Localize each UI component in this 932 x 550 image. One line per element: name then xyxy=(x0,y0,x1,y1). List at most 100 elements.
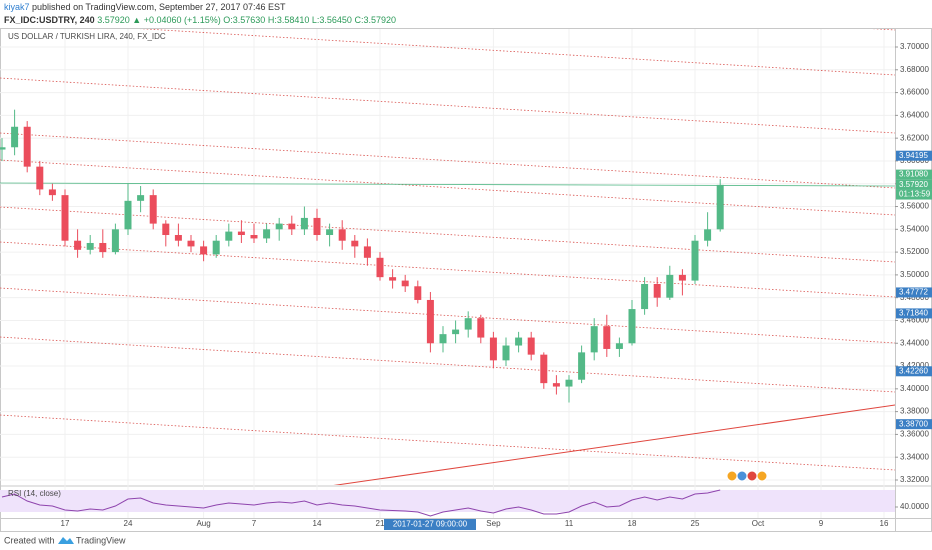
author[interactable]: kiyak7 xyxy=(4,2,30,12)
crosshair-badge xyxy=(384,519,476,530)
candle-body xyxy=(288,223,296,230)
candle-body xyxy=(376,257,384,278)
price-badge-label: 3.38700 xyxy=(899,419,928,428)
x-tick-label: 11 xyxy=(565,519,574,528)
price-badge-label: 3.47772 xyxy=(899,288,928,297)
price-badge xyxy=(896,169,932,180)
candle-body xyxy=(61,195,69,241)
price-badge-label: 3.57920 xyxy=(899,180,928,189)
rsi-title: RSI (14, close) xyxy=(8,489,61,498)
candle-body xyxy=(414,286,422,300)
candle-body xyxy=(74,240,82,250)
x-tick-label: 24 xyxy=(124,519,133,528)
y-tick-label: 3.56000 xyxy=(900,202,929,211)
candle-body xyxy=(212,240,220,255)
candle-body xyxy=(489,337,497,361)
candle-body xyxy=(237,231,245,236)
symbol-line: FX_IDC:USDTRY, 240 3.57920 ▲ +0.04060 (+… xyxy=(4,15,396,25)
y-tick-label: 3.66000 xyxy=(900,88,929,97)
published: published on TradingView.com, September … xyxy=(32,2,286,12)
rsi-tick-label: 40.0000 xyxy=(900,502,929,511)
candle-body xyxy=(401,280,409,287)
y-tick-label: 3.36000 xyxy=(900,430,929,439)
channel-line xyxy=(0,287,895,344)
candle-body xyxy=(603,326,611,349)
event-icon[interactable] xyxy=(746,470,758,482)
candle-body xyxy=(716,184,724,230)
candle-body xyxy=(275,223,283,230)
event-icon[interactable] xyxy=(756,470,768,482)
candle-body xyxy=(313,217,321,236)
channel-line xyxy=(0,336,895,393)
y-tick-label: 3.40000 xyxy=(900,384,929,393)
trend-line xyxy=(333,404,895,485)
footer: Created with TradingView xyxy=(4,535,126,545)
candle-body xyxy=(99,242,107,253)
candle-body xyxy=(174,235,182,241)
rsi-band xyxy=(0,490,895,512)
open: O:3.57630 xyxy=(223,15,265,25)
candle-body xyxy=(36,166,44,190)
candle-body xyxy=(11,126,19,148)
candle-body xyxy=(149,195,157,224)
channel-line xyxy=(0,132,895,189)
x-tick-label: 14 xyxy=(313,519,322,528)
candle-body xyxy=(124,200,132,230)
x-tick-label: Aug xyxy=(196,519,210,528)
rsi-line xyxy=(1,489,721,517)
candle-body xyxy=(653,284,661,298)
horizontal-line xyxy=(0,182,895,187)
author-line: kiyak7 published on TradingView.com, Sep… xyxy=(4,2,286,12)
candle-body xyxy=(641,284,649,310)
candle-body xyxy=(162,223,170,236)
candle-body xyxy=(590,326,598,353)
candle-body xyxy=(452,329,460,335)
candle-body xyxy=(137,195,145,201)
candle-body xyxy=(263,229,271,239)
x-tick-label: 25 xyxy=(691,519,700,528)
price-badge xyxy=(896,287,932,298)
channel-line xyxy=(0,77,895,134)
channel-line xyxy=(0,241,895,298)
price-badge xyxy=(896,366,932,377)
candle-body xyxy=(200,246,208,255)
y-tick-label: 3.50000 xyxy=(900,270,929,279)
last: 3.57920 xyxy=(97,15,130,25)
candle-body xyxy=(578,352,586,380)
low: L:3.56450 xyxy=(312,15,352,25)
candle-body xyxy=(250,235,258,239)
y-tick-label: 3.68000 xyxy=(900,65,929,74)
x-tick-label: 16 xyxy=(880,519,889,528)
y-tick-label: 3.32000 xyxy=(900,475,929,484)
y-tick-label: 3.52000 xyxy=(900,247,929,256)
close: C:3.57920 xyxy=(354,15,396,25)
symbol: FX_IDC:USDTRY, 240 xyxy=(4,15,95,25)
candle-body xyxy=(628,309,636,344)
price-badge xyxy=(896,308,932,319)
y-tick-label: 3.64000 xyxy=(900,110,929,119)
x-tick-label: 7 xyxy=(252,519,257,528)
candle-body xyxy=(111,229,119,253)
y-tick-label: 3.46000 xyxy=(900,316,929,325)
event-icon[interactable] xyxy=(726,470,738,482)
candle-body xyxy=(615,343,623,349)
candle-body xyxy=(300,217,308,230)
x-tick-label: Oct xyxy=(752,519,765,528)
candle-body xyxy=(86,242,94,250)
y-tick-label: 3.44000 xyxy=(900,338,929,347)
candle-body xyxy=(338,229,346,241)
change: ▲ +0.04060 (+1.15%) xyxy=(132,15,220,25)
candle-body xyxy=(540,354,548,384)
event-icon[interactable] xyxy=(736,470,748,482)
candle-body xyxy=(527,337,535,355)
brand[interactable]: TradingView xyxy=(76,535,126,545)
channel-line xyxy=(139,29,895,76)
price-badge xyxy=(896,419,932,430)
pitchfork-lines xyxy=(0,29,895,471)
price-badge xyxy=(896,150,932,161)
x-tick-label: Sep xyxy=(486,519,501,528)
candle-body xyxy=(439,334,447,344)
y-tick-label: 3.70000 xyxy=(900,42,929,51)
